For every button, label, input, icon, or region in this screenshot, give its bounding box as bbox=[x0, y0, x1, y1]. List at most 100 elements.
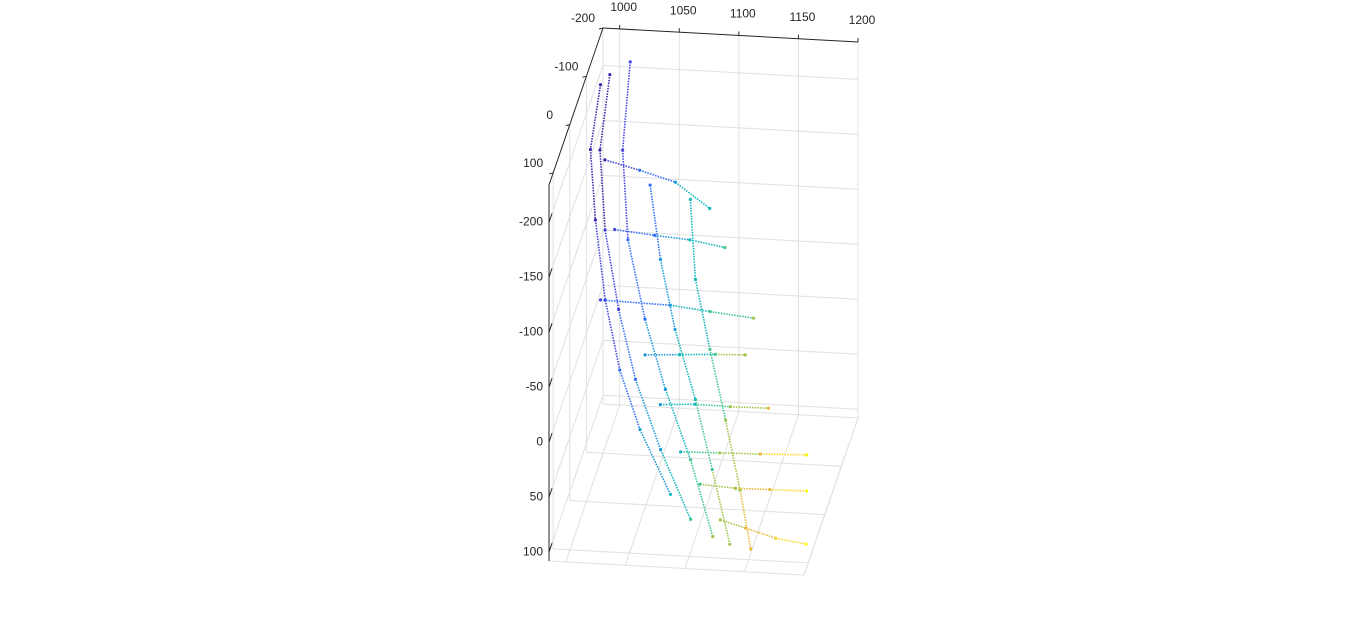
point bbox=[693, 397, 698, 402]
point bbox=[603, 158, 607, 162]
z-tick-label: 0 bbox=[536, 434, 543, 448]
point-trail bbox=[724, 420, 741, 491]
point-trail bbox=[775, 537, 807, 545]
x-tick-label: 1000 bbox=[610, 0, 637, 14]
point bbox=[678, 353, 682, 357]
point-trail bbox=[664, 389, 692, 461]
grid-line bbox=[602, 119, 859, 135]
point-trail bbox=[670, 304, 711, 313]
point-trail bbox=[644, 319, 667, 390]
grid-line bbox=[548, 340, 604, 498]
y-tick-label: 0 bbox=[546, 108, 553, 122]
point-trail bbox=[711, 469, 731, 545]
point bbox=[768, 487, 772, 492]
grid-line bbox=[548, 395, 604, 553]
grid-line bbox=[602, 64, 859, 80]
x-tick-label: 1150 bbox=[790, 10, 816, 24]
point bbox=[608, 72, 612, 77]
z-tick-label: -50 bbox=[526, 379, 544, 393]
point-trail bbox=[634, 379, 662, 451]
point bbox=[718, 518, 722, 522]
z-tick bbox=[548, 213, 553, 223]
point-trail bbox=[720, 519, 747, 529]
point bbox=[744, 526, 748, 530]
point bbox=[708, 309, 712, 314]
point-trail bbox=[604, 159, 640, 172]
point-trail bbox=[649, 185, 662, 260]
point-trail bbox=[710, 310, 754, 319]
point-trail bbox=[674, 329, 697, 400]
point-trail bbox=[689, 239, 726, 249]
grid-line bbox=[548, 65, 604, 223]
grid-line bbox=[553, 548, 809, 564]
point bbox=[723, 418, 728, 422]
point-trail bbox=[680, 451, 720, 454]
point-trail bbox=[715, 353, 746, 356]
point bbox=[713, 352, 717, 356]
point bbox=[805, 453, 809, 457]
point bbox=[718, 451, 722, 455]
grid-line bbox=[569, 500, 825, 516]
point bbox=[689, 458, 693, 462]
grid-line bbox=[548, 120, 604, 278]
point bbox=[688, 238, 692, 242]
point-trail bbox=[699, 483, 736, 490]
point-trail bbox=[639, 429, 672, 495]
point-trail bbox=[694, 279, 711, 350]
point bbox=[752, 316, 756, 320]
point bbox=[628, 60, 632, 64]
point bbox=[733, 486, 738, 490]
z-tick bbox=[548, 433, 553, 443]
grid-line bbox=[602, 284, 859, 300]
grid-line bbox=[624, 408, 680, 566]
y-tick-label: 100 bbox=[523, 156, 543, 170]
point bbox=[621, 148, 625, 152]
point bbox=[758, 452, 762, 456]
point bbox=[766, 406, 771, 410]
box-edge bbox=[548, 560, 805, 576]
y-tick bbox=[549, 172, 554, 175]
x-tick-label: 1200 bbox=[849, 13, 876, 27]
point bbox=[804, 542, 808, 546]
point-trail bbox=[694, 399, 714, 470]
z-tick-label: -100 bbox=[519, 324, 543, 338]
grid-line bbox=[684, 411, 740, 569]
point bbox=[638, 427, 642, 432]
point-trail bbox=[594, 219, 607, 301]
point-trail bbox=[621, 61, 632, 151]
grid-line bbox=[602, 403, 859, 419]
grid-line bbox=[602, 229, 859, 245]
point-trail bbox=[621, 150, 629, 240]
grid-line bbox=[602, 174, 859, 190]
point-trail bbox=[730, 405, 769, 410]
point bbox=[648, 183, 652, 187]
point-trail bbox=[760, 453, 807, 456]
point bbox=[659, 448, 663, 452]
grid-line bbox=[565, 404, 621, 563]
point bbox=[658, 257, 663, 262]
point-trail bbox=[674, 181, 711, 210]
point bbox=[598, 148, 602, 152]
point-trail bbox=[600, 299, 671, 307]
z-tick bbox=[548, 268, 553, 278]
point-trail bbox=[617, 309, 637, 380]
y-tick-label: -200 bbox=[571, 11, 595, 25]
point-trail bbox=[589, 149, 597, 221]
point bbox=[588, 147, 593, 152]
grid-line bbox=[548, 230, 604, 388]
point bbox=[673, 180, 678, 184]
point bbox=[728, 542, 732, 546]
point-trail bbox=[709, 349, 727, 421]
x-axis bbox=[602, 27, 859, 43]
point-trail bbox=[739, 489, 752, 550]
point bbox=[708, 206, 712, 211]
point-trail bbox=[659, 449, 692, 520]
grid-line bbox=[602, 394, 859, 410]
grid-line bbox=[548, 285, 604, 443]
point-trail bbox=[745, 527, 777, 540]
point bbox=[688, 197, 692, 202]
point-trail bbox=[614, 228, 655, 237]
point bbox=[711, 534, 715, 539]
box-edge bbox=[803, 417, 859, 576]
